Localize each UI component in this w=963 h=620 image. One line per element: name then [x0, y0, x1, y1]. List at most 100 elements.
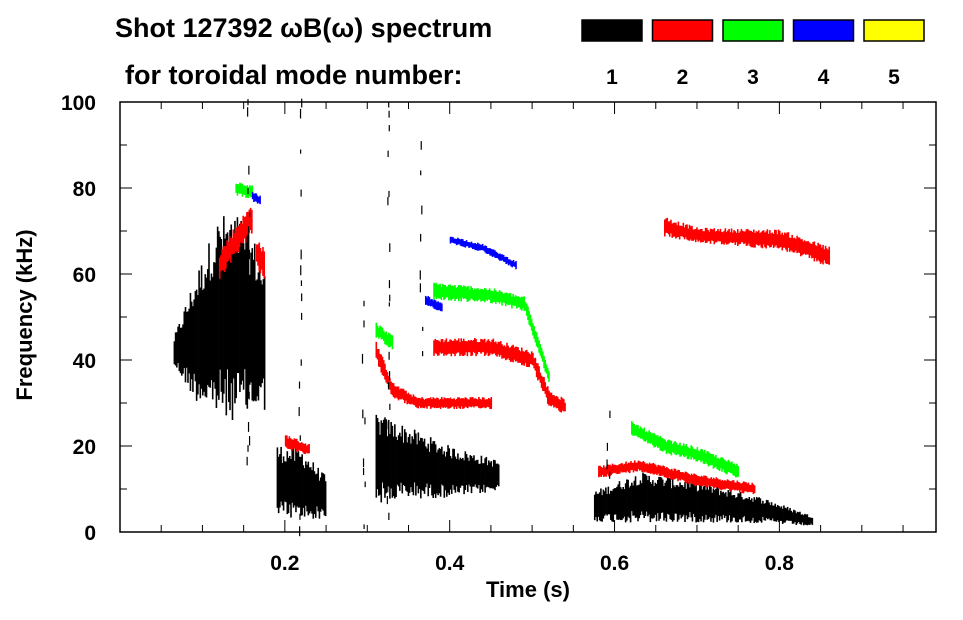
spectrum-mark — [285, 461, 287, 503]
spectrum-mark — [739, 482, 741, 493]
spectrum-mark — [663, 439, 665, 451]
spectrum-mark — [387, 375, 390, 388]
spectrum-mark — [457, 338, 460, 353]
spectrum-mark — [647, 480, 649, 517]
spectrum-mark — [513, 347, 516, 360]
spectrum-mark — [298, 381, 301, 389]
spectrum-mark — [286, 435, 288, 448]
spectrum-mark — [721, 457, 723, 472]
spectrum-mark — [710, 229, 713, 241]
spectrum-mark — [783, 505, 785, 523]
spectrum-mark — [680, 446, 683, 457]
spectrum-mark — [412, 439, 415, 496]
spectrum-mark — [764, 503, 767, 521]
spectrum-mark — [786, 232, 788, 252]
spectrum-mark — [380, 420, 383, 503]
spectrum-mark — [432, 397, 434, 408]
spectrum-mark — [490, 342, 492, 354]
spectrum-mark — [429, 437, 432, 485]
spectrum-mark — [388, 110, 390, 118]
spectrum-mark — [214, 262, 216, 389]
spectrum-mark — [680, 472, 683, 480]
spectrum-mark — [235, 183, 237, 193]
spectrum-mark — [633, 480, 636, 516]
spectrum-mark — [475, 459, 478, 488]
spectrum-mark — [723, 493, 726, 518]
spectrum-mark — [496, 292, 498, 302]
spectrum-mark — [448, 448, 451, 495]
spectrum-mark — [493, 342, 496, 354]
spectrum-mark — [376, 325, 379, 337]
spectrum-mark — [234, 227, 237, 252]
spectrum-mark — [468, 460, 470, 485]
spectrum-mark — [519, 351, 522, 363]
spectrum-mark — [773, 505, 775, 522]
spectrum-mark — [683, 472, 685, 481]
spectrum-mark — [469, 397, 472, 407]
spectrum-mark — [616, 486, 618, 520]
spectrum-mark — [515, 261, 517, 270]
spectrum-mark — [523, 351, 526, 366]
spectrum-mark — [650, 483, 653, 519]
spectrum-mark — [518, 350, 521, 363]
spectrum-mark — [291, 439, 293, 451]
spectrum-mark — [706, 227, 708, 243]
spectrum-mark — [486, 290, 488, 301]
spectrum-mark — [197, 295, 199, 395]
spectrum-mark — [618, 481, 621, 520]
mode-1-streak — [298, 98, 303, 537]
spectrum-mark — [758, 497, 760, 521]
spectrum-mark — [472, 340, 475, 352]
spectrum-mark — [706, 477, 709, 488]
spectrum-mark — [379, 325, 381, 338]
spectrum-mark — [475, 244, 478, 251]
spectrum-mark — [457, 237, 459, 245]
x-tick-label: 0.2 — [270, 552, 299, 575]
spectrum-mark — [523, 296, 526, 312]
spectrum-mark — [746, 483, 749, 493]
spectrum-mark — [801, 514, 804, 523]
spectrum-mark — [470, 241, 473, 248]
spectrum-mark — [506, 292, 508, 304]
mode-2-feature — [218, 207, 253, 279]
spectrum-mark — [628, 487, 631, 519]
spectrum-mark — [732, 232, 734, 244]
spectrum-mark — [816, 246, 818, 262]
spectrum-mark — [495, 290, 497, 304]
spectrum-mark — [700, 485, 702, 522]
spectrum-mark — [707, 230, 709, 242]
spectrum-mark — [470, 286, 472, 299]
spectrum-mark — [681, 485, 684, 517]
spectrum-mark — [719, 228, 722, 242]
spectrum-mark — [183, 311, 186, 369]
spectrum-mark — [703, 475, 705, 486]
spectrum-mark — [533, 326, 535, 339]
spectrum-mark — [246, 456, 248, 466]
spectrum-mark — [465, 341, 467, 353]
spectrum-mark — [762, 500, 764, 517]
spectrum-mark — [635, 485, 638, 518]
spectrum-mark — [287, 438, 289, 449]
spectrum-mark — [457, 285, 460, 302]
spectrum-mark — [502, 255, 505, 262]
spectrum-mark — [465, 240, 468, 247]
spectrum-mark — [652, 433, 654, 446]
spectrum-mark — [635, 424, 638, 436]
spectrum-mark — [486, 340, 488, 353]
spectrum-mark — [460, 398, 463, 407]
spectrum-mark — [433, 340, 435, 356]
spectrum-mark — [750, 498, 753, 521]
spectrum-mark — [249, 212, 251, 217]
spectrum-mark — [493, 288, 496, 302]
spectrum-mark — [483, 246, 485, 251]
spectrum-mark — [777, 229, 780, 249]
spectrum-mark — [687, 228, 690, 241]
spectrum-mark — [698, 229, 701, 241]
spectrum-mark — [802, 241, 805, 255]
spectrum-mark — [436, 397, 438, 409]
spectrum-mark — [497, 464, 500, 487]
spectrum-mark — [406, 442, 409, 492]
spectrum-mark — [390, 422, 392, 489]
legend: 1 2 3 4 5 — [581, 19, 925, 89]
spectrum-mark — [502, 346, 505, 359]
